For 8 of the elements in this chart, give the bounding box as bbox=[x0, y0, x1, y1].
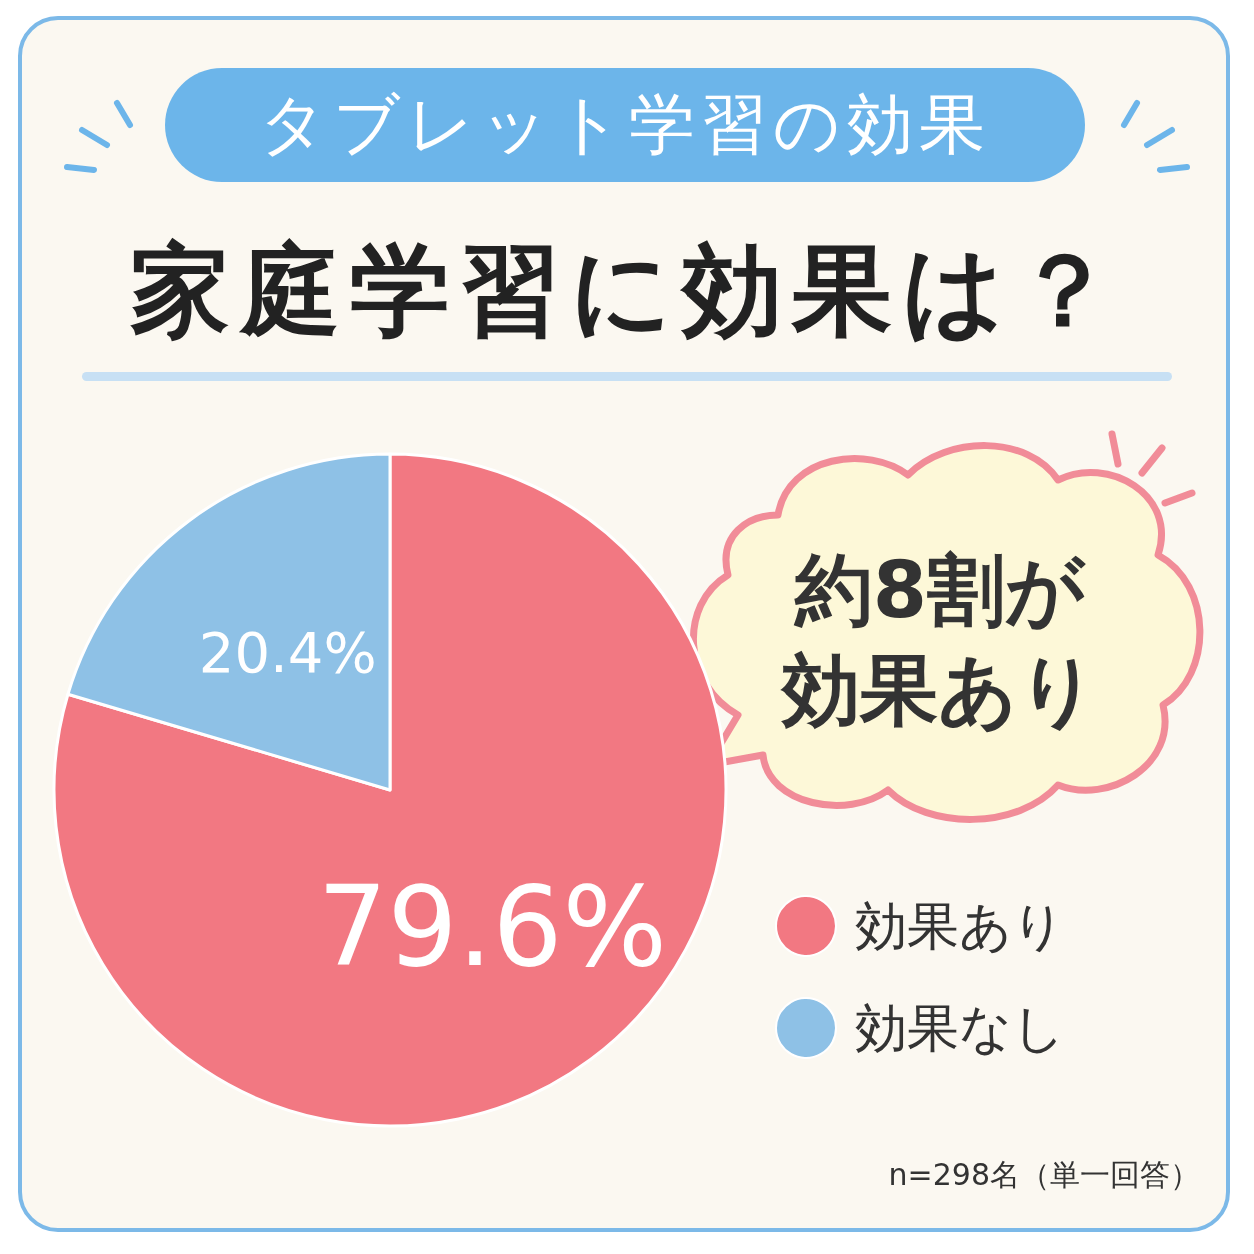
legend-label: 効果なし bbox=[855, 998, 1065, 1058]
text: 約8割が効果あり bbox=[779, 544, 1099, 737]
chart-title: タブレット学習の効果 bbox=[165, 68, 1085, 182]
data-label: 79.6% bbox=[317, 863, 667, 992]
chart-subtitle: 家庭学習に効果は？ bbox=[129, 231, 1125, 351]
legend-label: 効果あり bbox=[855, 896, 1065, 956]
data-label: 20.4% bbox=[198, 620, 377, 686]
text: n=298名（単一回答） bbox=[887, 1156, 1200, 1194]
